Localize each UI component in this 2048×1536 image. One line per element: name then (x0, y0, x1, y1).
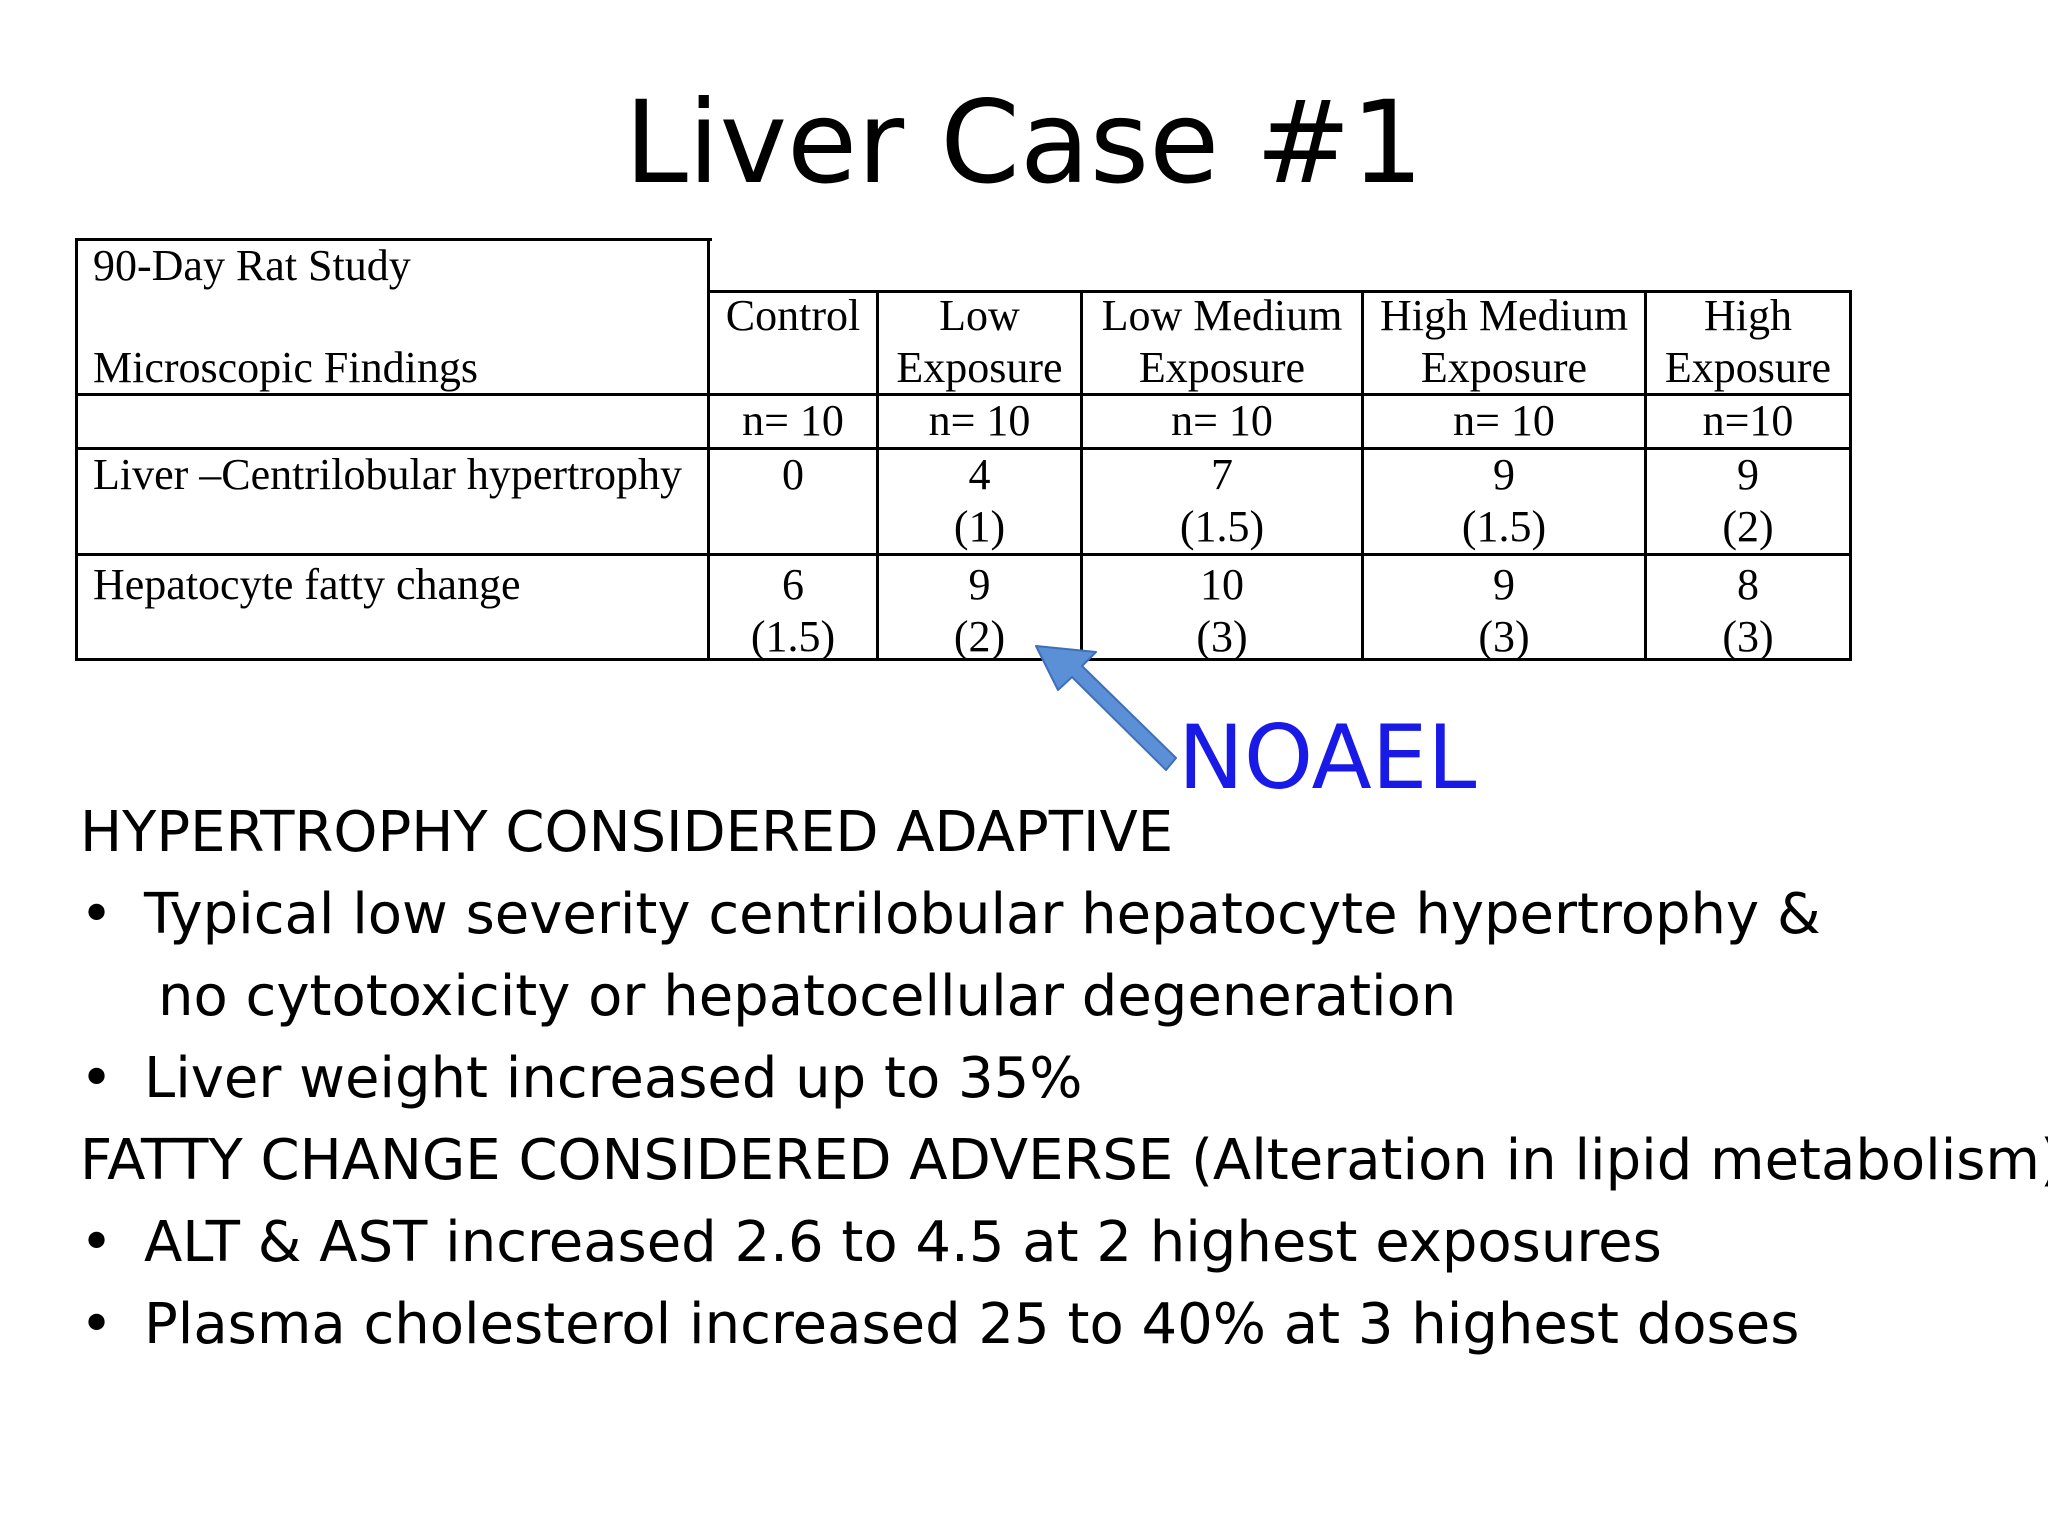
hypertrophy-high-medium: 9 (1.5) (1364, 449, 1644, 553)
hypertrophy-high-count: 9 (1737, 450, 1759, 499)
table-divider-label (707, 238, 710, 661)
bullet-alt-ast: • ALT & AST increased 2.6 to 4.5 at 2 hi… (80, 1202, 2040, 1284)
col-header-low-line1: Low (939, 291, 1020, 340)
bullet-alt-ast-text: ALT & AST increased 2.6 to 4.5 at 2 high… (144, 1210, 1662, 1275)
noael-label: NOAEL (1178, 706, 1477, 809)
hypertrophy-control: 0 (710, 449, 876, 501)
fatty-low: 9 (2) (879, 559, 1080, 663)
table-divider-1 (876, 290, 879, 661)
bullet-typical-hypertrophy-text: Typical low severity centrilobular hepat… (144, 882, 1821, 947)
bullet-liver-weight: • Liver weight increased up to 35% (80, 1038, 2040, 1120)
col-header-high: High Exposure (1647, 290, 1849, 394)
fatty-low-count: 9 (968, 560, 991, 609)
n-low: n= 10 (928, 396, 1031, 445)
bullet-dot: • (80, 1046, 114, 1111)
fatty-low-medium-count: 10 (1200, 560, 1244, 609)
slide-title: Liver Case #1 (624, 76, 1424, 209)
hypertrophy-low-medium-severity: (1.5) (1179, 502, 1265, 551)
col-header-high-medium: High Medium Exposure (1364, 290, 1644, 394)
fatty-control: 6 (1.5) (710, 559, 876, 663)
hypertrophy-high-medium-count: 9 (1493, 450, 1515, 499)
heading-hypertrophy: HYPERTROPHY CONSIDERED ADAPTIVE (80, 800, 1174, 865)
table-divider-2 (1080, 290, 1083, 661)
fatty-high: 8 (3) (1647, 559, 1849, 663)
col-header-high-medium-line2: Exposure (1420, 343, 1588, 392)
findings-table: 90-Day Rat Study Microscopic Findings Co… (0, 0, 2048, 700)
col-header-high-medium-line1: High Medium (1379, 291, 1629, 340)
noael-arrow-shape (1035, 645, 1177, 771)
hypertrophy-high: 9 (2) (1647, 449, 1849, 553)
hypertrophy-low-count: 4 (968, 450, 991, 499)
bullet-cholesterol: • Plasma cholesterol increased 25 to 40%… (80, 1284, 2040, 1366)
hypertrophy-control-count: 0 (782, 450, 804, 499)
col-header-control: Control (710, 290, 876, 342)
n-control: n= 10 (742, 396, 844, 445)
study-label: 90-Day Rat Study (93, 241, 411, 290)
findings-label: Microscopic Findings (93, 343, 478, 392)
col-header-low-medium-line2: Exposure (1138, 343, 1306, 392)
bullet-dot: • (80, 1292, 114, 1357)
col-header-low-medium: Low Medium Exposure (1083, 290, 1361, 394)
table-divider-3 (1361, 290, 1364, 661)
fatty-low-medium-severity: (3) (1196, 612, 1248, 661)
hypertrophy-high-medium-severity: (1.5) (1461, 502, 1547, 551)
table-divider-4 (1644, 290, 1647, 661)
table-border-top-right (710, 290, 1852, 293)
n-high-medium: n= 10 (1453, 396, 1555, 445)
table-rule-n (76, 447, 1852, 450)
bullet-liver-weight-text: Liver weight increased up to 35% (144, 1046, 1083, 1111)
table-border-left (75, 238, 78, 661)
table-border-right (1849, 290, 1852, 661)
fatty-control-severity: (1.5) (750, 612, 836, 661)
bullet-dot: • (80, 1210, 114, 1275)
table-rule-header (76, 393, 1852, 396)
n-high: n=10 (1702, 396, 1794, 445)
bullet-typical-hypertrophy: • Typical low severity centrilobular hep… (80, 874, 2040, 956)
hypertrophy-low-medium: 7 (1.5) (1083, 449, 1361, 553)
bullet-typical-hypertrophy-continued: no cytotoxicity or hepatocellular degene… (158, 964, 1457, 1029)
row-label-fatty-change: Hepatocyte fatty change (93, 560, 521, 609)
hypertrophy-low: 4 (1) (879, 449, 1080, 553)
fatty-high-medium-count: 9 (1493, 560, 1515, 609)
hypertrophy-low-medium-count: 7 (1211, 450, 1233, 499)
heading-fatty-change: FATTY CHANGE CONSIDERED ADVERSE (Alterat… (80, 1128, 2048, 1193)
fatty-control-count: 6 (782, 560, 804, 609)
noael-arrow-icon (1035, 645, 1177, 771)
bullet-dot: • (80, 882, 114, 947)
col-header-high-line2: Exposure (1664, 343, 1832, 392)
col-header-low: Low Exposure (879, 290, 1080, 394)
col-header-control-line1: Control (725, 291, 861, 340)
col-header-high-line1: High (1704, 291, 1792, 340)
body-text: HYPERTROPHY CONSIDERED ADAPTIVE • Typica… (80, 792, 2048, 1366)
fatty-low-severity: (2) (953, 612, 1006, 661)
fatty-high-medium-severity: (3) (1478, 612, 1530, 661)
col-header-low-medium-line1: Low Medium (1101, 291, 1343, 340)
fatty-high-count: 8 (1737, 560, 1759, 609)
hypertrophy-low-severity: (1) (953, 502, 1006, 551)
col-header-low-line2: Exposure (896, 343, 1063, 392)
table-rule-row1 (76, 553, 1852, 556)
fatty-high-severity: (3) (1722, 612, 1774, 661)
fatty-high-medium: 9 (3) (1364, 559, 1644, 663)
n-low-medium: n= 10 (1171, 396, 1273, 445)
hypertrophy-high-severity: (2) (1722, 502, 1774, 551)
fatty-low-medium: 10 (3) (1083, 559, 1361, 663)
row-label-hypertrophy: Liver –Centrilobular hypertrophy (93, 450, 682, 499)
table-border-bottom (76, 658, 1852, 661)
bullet-cholesterol-text: Plasma cholesterol increased 25 to 40% a… (144, 1292, 1800, 1357)
table-border-top-left (76, 238, 712, 241)
